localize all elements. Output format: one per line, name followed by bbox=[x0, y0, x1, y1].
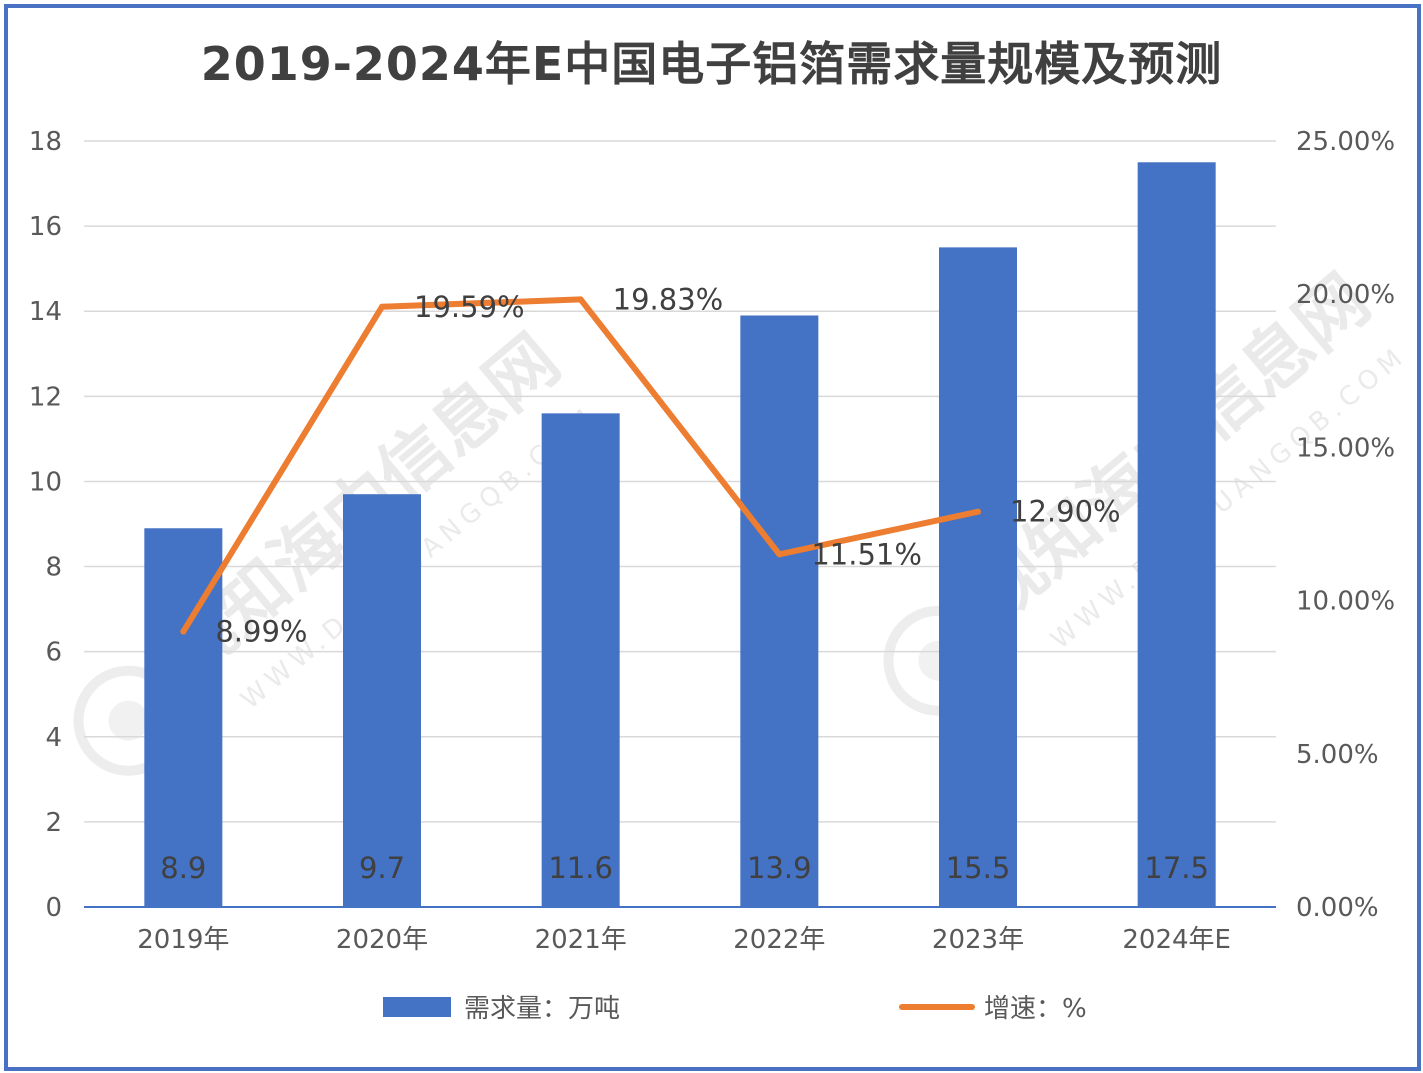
bar bbox=[1137, 162, 1216, 907]
legend-bar-label: 需求量：万吨 bbox=[464, 994, 620, 1024]
category-label: 2022年 bbox=[733, 925, 825, 955]
bar bbox=[740, 315, 819, 907]
growth-point bbox=[180, 628, 187, 635]
left-axis: 0 2 4 6 8 10 12 14 16 18 bbox=[29, 127, 62, 923]
y-right-tick-label: 15.00% bbox=[1296, 433, 1395, 463]
bar-value-label: 17.5 bbox=[1144, 851, 1209, 885]
y-left-tick-label: 6 bbox=[45, 638, 62, 668]
y-right-tick-label: 25.00% bbox=[1296, 127, 1395, 157]
bar bbox=[541, 413, 620, 907]
category-axis: 2019年 2020年 2021年 2022年 2023年 2024年E bbox=[137, 925, 1231, 955]
bar-value-label: 11.6 bbox=[548, 851, 613, 885]
growth-value-label: 19.59% bbox=[414, 290, 525, 324]
y-left-tick-label: 2 bbox=[45, 808, 62, 838]
y-left-tick-label: 18 bbox=[29, 127, 62, 157]
growth-point bbox=[379, 303, 385, 310]
bar bbox=[939, 247, 1017, 907]
category-label: 2021年 bbox=[535, 925, 627, 955]
gridlines bbox=[84, 140, 1276, 823]
y-right-tick-label: 10.00% bbox=[1296, 587, 1395, 617]
y-left-tick-label: 10 bbox=[29, 467, 62, 497]
y-right-tick-label: 5.00% bbox=[1296, 740, 1379, 770]
y-left-tick-label: 14 bbox=[29, 297, 62, 327]
chart-title: 2019-2024年E中国电子铝箔需求量规模及预测 bbox=[200, 37, 1223, 91]
legend: 需求量：万吨 增速：% bbox=[383, 994, 1087, 1024]
bar-value-label: 8.9 bbox=[160, 851, 206, 885]
category-label: 2019年 bbox=[137, 925, 229, 955]
growth-value-label: 11.51% bbox=[811, 537, 922, 571]
y-left-tick-label: 4 bbox=[45, 723, 62, 753]
growth-point bbox=[776, 551, 783, 558]
category-label: 2020年 bbox=[336, 925, 428, 955]
bar bbox=[343, 494, 421, 907]
watermark-logo-icon bbox=[108, 700, 149, 741]
growth-value-label: 12.90% bbox=[1010, 495, 1121, 529]
growth-value-label: 8.99% bbox=[215, 615, 307, 649]
legend-bar-swatch bbox=[383, 997, 451, 1017]
bar-series: 8.9 9.7 11.6 13.9 15.5 17.5 bbox=[84, 162, 1276, 908]
growth-point bbox=[975, 508, 981, 515]
y-left-tick-label: 16 bbox=[29, 212, 62, 242]
right-axis: 0.00% 5.00% 10.00% 15.00% 20.00% 25.00% bbox=[1296, 127, 1395, 923]
category-label: 2023年 bbox=[932, 925, 1024, 955]
line-series: 8.99% 19.59% 19.83% 11.51% 12.90% bbox=[180, 282, 1121, 649]
legend-line-label: 增速：% bbox=[984, 994, 1087, 1024]
y-left-tick-label: 8 bbox=[45, 553, 62, 583]
bar-value-label: 13.9 bbox=[747, 851, 812, 885]
category-label: 2024年E bbox=[1122, 925, 1231, 955]
growth-value-label: 19.83% bbox=[613, 282, 724, 316]
y-right-tick-label: 0.00% bbox=[1296, 893, 1379, 923]
y-right-tick-label: 20.00% bbox=[1296, 280, 1395, 310]
y-left-tick-label: 0 bbox=[45, 893, 62, 923]
bar-value-label: 9.7 bbox=[359, 851, 405, 885]
bar-value-label: 15.5 bbox=[946, 851, 1011, 885]
y-left-tick-label: 12 bbox=[29, 382, 62, 412]
growth-point bbox=[577, 296, 584, 303]
